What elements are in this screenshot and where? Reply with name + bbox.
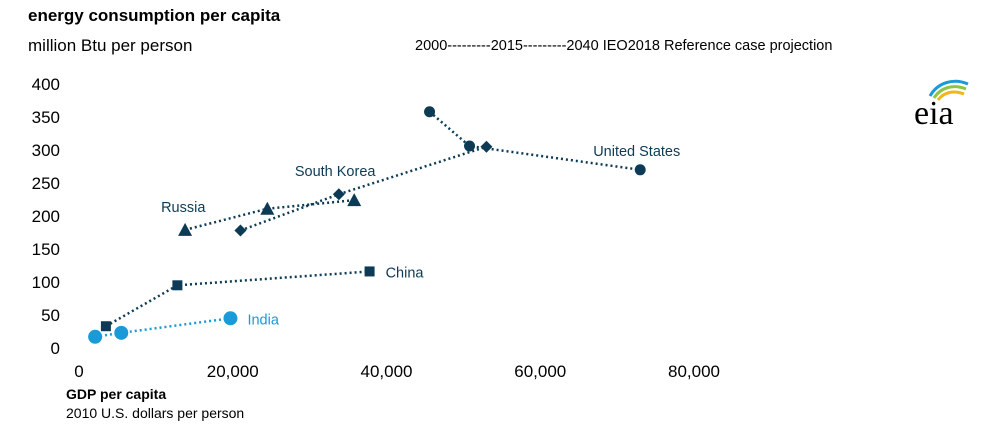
x-tick-label: 40,000 — [361, 362, 413, 381]
y-tick-label: 200 — [32, 207, 60, 226]
india-point — [114, 325, 129, 340]
china-point — [364, 266, 375, 277]
india-point — [88, 329, 103, 344]
united-states-line — [428, 110, 641, 172]
china-point — [100, 321, 111, 332]
china-label: China — [386, 265, 425, 281]
india-label: India — [247, 312, 279, 328]
x-tick-label: 0 — [74, 362, 83, 381]
russia-point — [178, 222, 193, 236]
x-axis-sublabel: 2010 U.S. dollars per person — [66, 405, 245, 421]
south-korea-line — [240, 145, 487, 232]
russia-label: Russia — [161, 200, 206, 216]
china-point — [172, 280, 183, 291]
y-tick-label: 150 — [32, 240, 60, 259]
y-tick-label: 0 — [51, 339, 60, 358]
russia-line — [184, 198, 355, 232]
russia-point — [347, 193, 362, 207]
chart-subtitle: million Btu per person — [28, 36, 193, 55]
eia-logo-text: eia — [914, 95, 954, 130]
united-states-label: United States — [593, 144, 680, 160]
x-axis-label: GDP per capita — [66, 386, 167, 402]
eia-logo: eia — [914, 79, 969, 130]
south-korea-label: South Korea — [295, 164, 377, 180]
y-tick-label: 250 — [32, 174, 60, 193]
united-states-point — [424, 106, 436, 118]
united-states-point — [464, 140, 476, 152]
y-tick-label: 50 — [41, 306, 60, 325]
x-tick-label: 20,000 — [207, 362, 259, 381]
russia-point — [260, 201, 275, 215]
chart-title: energy consumption per capita — [28, 6, 281, 25]
y-tick-label: 350 — [32, 108, 60, 127]
china-line — [105, 270, 370, 328]
y-tick-label: 300 — [32, 141, 60, 160]
legend-note: 2000---------2015---------2040 IEO2018 R… — [415, 38, 833, 54]
y-tick-label: 100 — [32, 273, 60, 292]
y-tick-label: 400 — [32, 75, 60, 94]
united-states-point — [634, 164, 646, 176]
x-tick-label: 60,000 — [514, 362, 566, 381]
south-korea-point — [332, 188, 345, 201]
x-tick-label: 80,000 — [668, 362, 720, 381]
india-point — [223, 311, 238, 326]
south-korea-point — [480, 140, 493, 153]
south-korea-point — [234, 224, 247, 237]
